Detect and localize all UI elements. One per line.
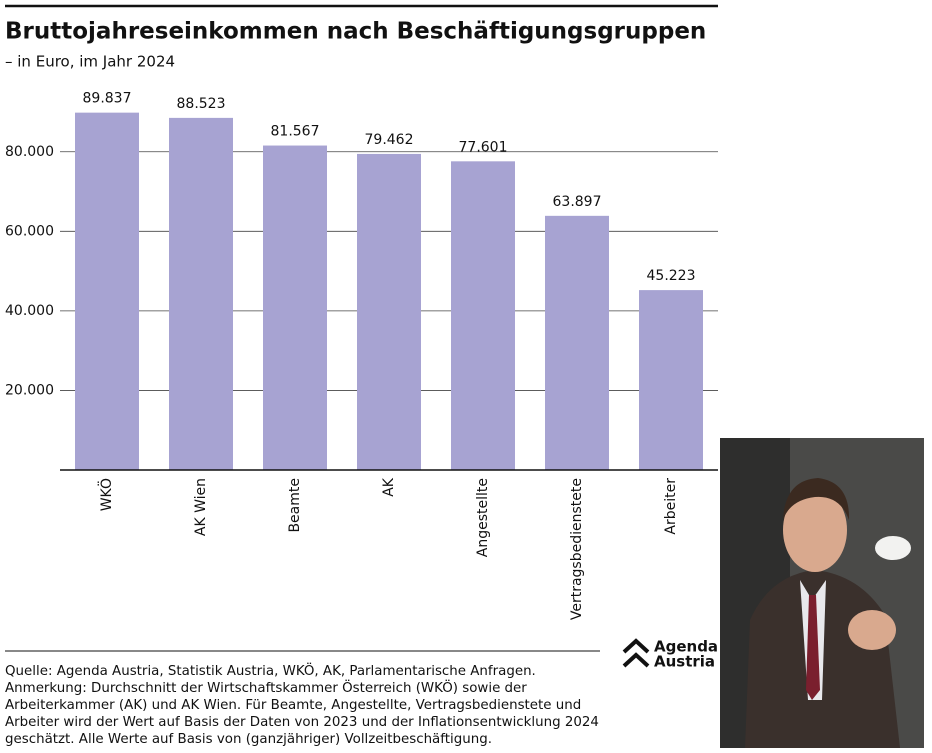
value-label: 77.601 bbox=[459, 139, 508, 155]
x-tick-label: WKÖ bbox=[97, 478, 115, 511]
value-label: 81.567 bbox=[271, 124, 320, 140]
footer: Quelle: Agenda Austria, Statistik Austri… bbox=[5, 663, 603, 748]
y-tick-label: 20.000 bbox=[5, 382, 54, 398]
logo-text: Austria bbox=[654, 653, 715, 671]
y-tick-label: 80.000 bbox=[5, 144, 54, 160]
bar bbox=[639, 290, 703, 470]
value-label: 45.223 bbox=[647, 268, 696, 284]
bar bbox=[169, 117, 233, 470]
chart-subtitle: – in Euro, im Jahr 2024 bbox=[5, 53, 175, 71]
logo: Agenda Austria bbox=[622, 638, 718, 671]
source: Quelle: Agenda Austria, Statistik Austri… bbox=[5, 664, 536, 679]
x-tick-label: Beamte bbox=[287, 478, 303, 533]
y-tick-label: 60.000 bbox=[5, 223, 54, 239]
x-tick-label: Angestellte bbox=[475, 478, 491, 557]
x-tick-label: AK Wien bbox=[193, 478, 209, 536]
chart-title: Bruttojahreseinkommen nach Beschäftigung… bbox=[5, 19, 706, 45]
note: Anmerkung: Durchschnitt der Wirtschaftsk… bbox=[5, 681, 599, 747]
value-label: 89.837 bbox=[83, 91, 132, 107]
value-label: 88.523 bbox=[177, 96, 226, 112]
bar bbox=[451, 161, 515, 470]
tie bbox=[806, 595, 820, 700]
hands bbox=[848, 610, 896, 650]
hair bbox=[783, 478, 850, 520]
x-tick-label: Vertragsbedienstete bbox=[569, 478, 585, 620]
y-tick-label: 40.000 bbox=[5, 303, 54, 319]
bar bbox=[357, 153, 421, 470]
logo-text: Agenda bbox=[654, 638, 718, 656]
logo-icon bbox=[622, 638, 650, 668]
bar bbox=[545, 215, 609, 470]
x-tick-label: AK bbox=[381, 477, 397, 497]
bar bbox=[75, 112, 139, 470]
value-label: 63.897 bbox=[553, 194, 602, 210]
bar bbox=[263, 145, 327, 470]
x-tick-label: Arbeiter bbox=[663, 478, 679, 535]
photo bbox=[720, 438, 924, 748]
face bbox=[783, 488, 847, 572]
value-label: 79.462 bbox=[365, 132, 414, 148]
lamp bbox=[875, 536, 911, 560]
